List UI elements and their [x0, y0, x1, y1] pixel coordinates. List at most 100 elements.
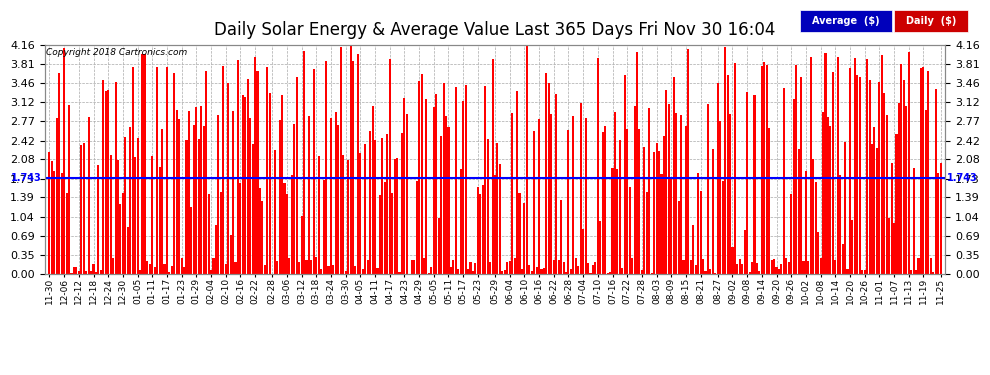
- Bar: [756, 262, 758, 274]
- Bar: [737, 264, 739, 274]
- Bar: [92, 264, 95, 274]
- Bar: [746, 92, 748, 274]
- Bar: [868, 80, 870, 274]
- Bar: [117, 160, 119, 274]
- Bar: [142, 54, 144, 274]
- Bar: [516, 91, 518, 274]
- Bar: [426, 99, 428, 274]
- Bar: [431, 267, 433, 274]
- Bar: [617, 169, 619, 274]
- Bar: [562, 262, 564, 274]
- Bar: [261, 201, 263, 274]
- Bar: [349, 46, 351, 274]
- Bar: [550, 114, 552, 274]
- Bar: [366, 260, 368, 274]
- Bar: [770, 260, 772, 274]
- Bar: [396, 158, 398, 274]
- Bar: [920, 68, 922, 274]
- Bar: [464, 86, 466, 274]
- Bar: [788, 262, 790, 274]
- Bar: [441, 136, 443, 274]
- Bar: [760, 66, 763, 274]
- Bar: [541, 270, 543, 274]
- Bar: [374, 140, 376, 274]
- Bar: [403, 98, 406, 274]
- Bar: [763, 62, 765, 274]
- Bar: [247, 79, 248, 274]
- Bar: [898, 103, 900, 274]
- Bar: [815, 182, 817, 274]
- Bar: [359, 153, 361, 274]
- Bar: [918, 258, 920, 274]
- Bar: [524, 203, 526, 274]
- Bar: [335, 112, 337, 274]
- Bar: [173, 73, 175, 274]
- Bar: [310, 260, 313, 274]
- Bar: [102, 80, 104, 274]
- Bar: [95, 272, 97, 274]
- Bar: [641, 270, 643, 274]
- Bar: [663, 136, 665, 274]
- Bar: [783, 88, 785, 274]
- Bar: [665, 90, 667, 274]
- Bar: [729, 114, 731, 274]
- Bar: [411, 260, 413, 274]
- Bar: [648, 108, 650, 274]
- Bar: [127, 226, 129, 274]
- Text: Daily Solar Energy & Average Value Last 365 Days Fri Nov 30 16:04: Daily Solar Energy & Average Value Last …: [214, 21, 776, 39]
- Bar: [156, 67, 158, 274]
- Bar: [751, 262, 753, 274]
- Bar: [900, 64, 903, 274]
- Bar: [672, 77, 675, 274]
- Bar: [832, 72, 834, 274]
- Bar: [330, 118, 332, 274]
- Bar: [846, 269, 848, 274]
- Bar: [129, 128, 132, 274]
- Bar: [822, 112, 824, 274]
- Bar: [369, 132, 371, 274]
- Bar: [232, 111, 234, 274]
- Bar: [361, 269, 364, 274]
- Bar: [905, 106, 907, 274]
- Bar: [491, 59, 494, 274]
- Bar: [97, 165, 99, 274]
- Bar: [594, 262, 596, 274]
- Bar: [125, 137, 127, 274]
- Bar: [328, 266, 330, 274]
- Bar: [65, 192, 67, 274]
- Bar: [183, 267, 185, 274]
- Bar: [384, 182, 386, 274]
- Bar: [604, 126, 606, 274]
- Bar: [107, 90, 109, 274]
- Bar: [298, 262, 300, 274]
- Bar: [193, 124, 195, 274]
- Bar: [283, 183, 285, 274]
- Bar: [436, 94, 438, 274]
- Bar: [205, 70, 207, 274]
- Bar: [423, 258, 425, 274]
- Bar: [748, 272, 750, 274]
- Bar: [717, 83, 719, 274]
- Bar: [286, 194, 288, 274]
- Bar: [810, 57, 812, 274]
- Bar: [695, 265, 697, 274]
- Bar: [53, 171, 55, 274]
- Bar: [185, 140, 187, 274]
- Bar: [90, 271, 92, 274]
- Bar: [161, 129, 163, 274]
- Bar: [477, 187, 479, 274]
- Bar: [878, 82, 880, 274]
- Bar: [230, 235, 232, 274]
- Bar: [235, 262, 237, 274]
- Bar: [60, 173, 62, 274]
- Bar: [644, 147, 645, 274]
- Bar: [278, 120, 280, 274]
- Bar: [55, 118, 57, 274]
- Bar: [579, 103, 582, 274]
- Bar: [629, 187, 631, 274]
- Bar: [925, 110, 927, 274]
- Bar: [519, 194, 521, 274]
- Bar: [722, 182, 724, 274]
- Bar: [538, 120, 541, 274]
- Bar: [614, 112, 616, 274]
